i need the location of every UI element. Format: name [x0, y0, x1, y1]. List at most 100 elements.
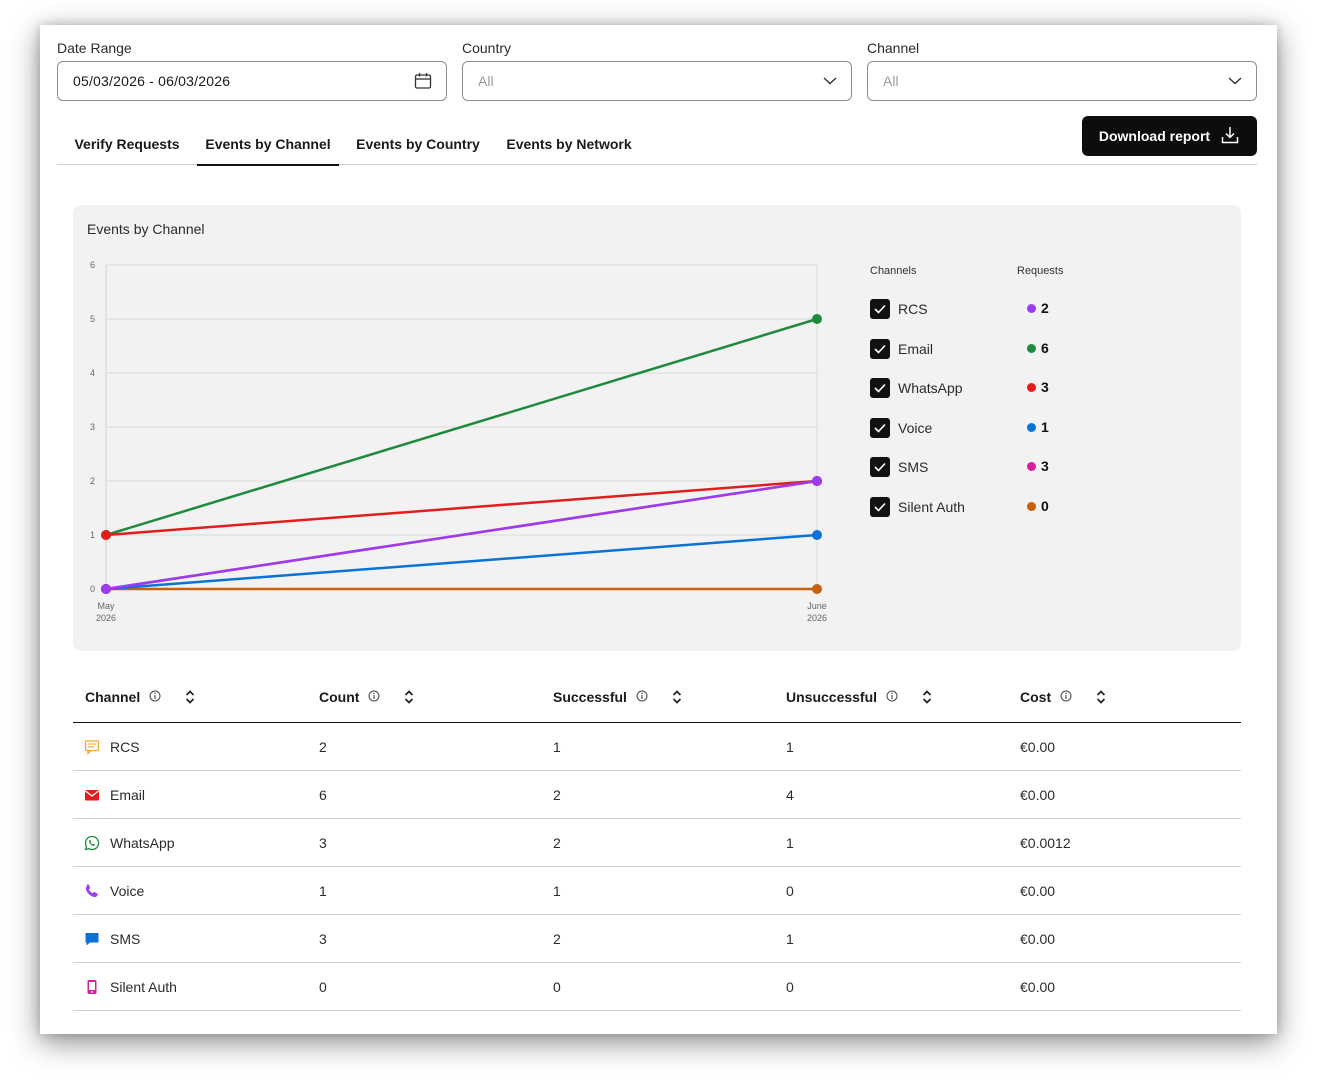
- mobile-device-icon: [84, 979, 100, 995]
- column-header-label: Successful: [553, 689, 627, 705]
- cell-unsuccessful: 1: [786, 835, 794, 851]
- tab-verify-requests[interactable]: Verify Requests: [74, 136, 180, 152]
- column-header-successful[interactable]: Successful: [553, 689, 648, 705]
- chart-title: Events by Channel: [87, 221, 205, 237]
- table-header: Channel Count Successful Unsuccessful Co…: [73, 673, 1241, 723]
- phone-icon: [84, 883, 100, 899]
- cell-channel: WhatsApp: [110, 835, 175, 851]
- table-row: RCS 2 1 1 €0.00: [73, 723, 1241, 771]
- legend-dot: [1027, 462, 1036, 471]
- cell-cost: €0.00: [1020, 931, 1056, 947]
- sort-icon[interactable]: [404, 689, 414, 705]
- tab-events-by-channel[interactable]: Events by Channel: [197, 115, 339, 166]
- legend-requests-value: 3: [1041, 379, 1049, 395]
- legend-requests-value: 2: [1041, 300, 1049, 316]
- data-point-whatsapp: [101, 530, 111, 540]
- y-tick-label: 3: [90, 422, 95, 432]
- info-icon[interactable]: [149, 689, 161, 705]
- legend-requests-value: 3: [1041, 458, 1049, 474]
- report-tabs: Verify Requests Events by Channel Events…: [57, 115, 1257, 166]
- channel-filter: Channel All: [867, 39, 1257, 101]
- y-tick-label: 5: [90, 314, 95, 324]
- x-tick-label: June: [807, 601, 827, 611]
- chevron-down-icon[interactable]: [1228, 77, 1242, 85]
- whatsapp-icon: [84, 835, 100, 851]
- data-point-email: [812, 314, 822, 324]
- tab-events-by-country[interactable]: Events by Country: [356, 136, 480, 152]
- legend-checkbox-email[interactable]: [870, 339, 890, 359]
- channel-placeholder: All: [883, 73, 899, 89]
- sort-icon[interactable]: [672, 689, 682, 705]
- cell-unsuccessful: 4: [786, 787, 794, 803]
- legend-checkbox-silent-auth[interactable]: [870, 497, 890, 517]
- calendar-icon[interactable]: [414, 72, 432, 90]
- data-point-voice: [812, 530, 822, 540]
- cell-count: 3: [319, 835, 327, 851]
- cell-count: 1: [319, 883, 327, 899]
- cell-cost: €0.00: [1020, 739, 1056, 755]
- data-point-rcs: [812, 476, 822, 486]
- legend-checkbox-rcs[interactable]: [870, 299, 890, 319]
- sort-icon[interactable]: [185, 689, 195, 705]
- download-report-label: Download report: [1098, 128, 1211, 144]
- column-header-unsuccessful[interactable]: Unsuccessful: [786, 689, 898, 705]
- info-icon[interactable]: [886, 689, 898, 705]
- cell-unsuccessful: 1: [786, 739, 794, 755]
- y-tick-label: 2: [90, 476, 95, 486]
- legend-dot: [1027, 304, 1036, 313]
- legend-checkbox-sms[interactable]: [870, 457, 890, 477]
- chart-card: Events by Channel 0 1 2 3 4 5 6 May 2026 June 2026…: [73, 205, 1241, 651]
- column-header-label: Cost: [1020, 689, 1052, 705]
- table-row: Email 6 2 4 €0.00: [73, 771, 1241, 819]
- info-icon[interactable]: [636, 689, 648, 705]
- legend-checkbox-whatsapp[interactable]: [870, 378, 890, 398]
- column-header-channel[interactable]: Channel: [85, 689, 161, 705]
- legend-item-voice: Voice 1: [870, 417, 1090, 439]
- legend-name: RCS: [898, 301, 928, 317]
- data-point-rcs: [101, 584, 111, 594]
- series-line-email: [105, 317, 818, 537]
- column-header-count[interactable]: Count: [319, 689, 380, 705]
- legend-dot: [1027, 423, 1036, 432]
- cell-channel: Voice: [110, 883, 145, 899]
- email-icon: [84, 787, 100, 803]
- country-select[interactable]: All: [462, 61, 852, 101]
- chevron-down-icon[interactable]: [823, 77, 837, 85]
- y-tick-label: 6: [90, 260, 95, 270]
- info-icon[interactable]: [1060, 689, 1072, 705]
- cell-successful: 0: [553, 979, 561, 995]
- cell-channel: SMS: [110, 931, 141, 947]
- legend-item-whatsapp: WhatsApp 3: [870, 377, 1090, 399]
- legend-requests-value: 6: [1041, 340, 1049, 356]
- tab-events-by-network[interactable]: Events by Network: [506, 136, 632, 152]
- legend-checkbox-voice[interactable]: [870, 418, 890, 438]
- channel-select[interactable]: All: [867, 61, 1257, 101]
- legend-requests-value: 0: [1041, 498, 1049, 514]
- cell-channel: Email: [110, 787, 146, 803]
- cell-channel: RCS: [110, 739, 140, 755]
- cell-channel: Silent Auth: [110, 979, 177, 995]
- cell-cost: €0.00: [1020, 883, 1056, 899]
- series-line-rcs: [105, 479, 818, 591]
- cell-cost: €0.00: [1020, 979, 1056, 995]
- sort-icon[interactable]: [922, 689, 932, 705]
- table-row: SMS 3 2 1 €0.00: [73, 915, 1241, 963]
- legend-requests-value: 1: [1041, 419, 1049, 435]
- download-report-button[interactable]: Download report: [1082, 116, 1257, 156]
- cell-successful: 1: [553, 883, 561, 899]
- column-header-cost[interactable]: Cost: [1020, 689, 1072, 705]
- column-header-label: Count: [319, 689, 360, 705]
- legend-dot: [1027, 344, 1036, 353]
- series-line-whatsapp: [105, 479, 818, 537]
- channel-table: Channel Count Successful Unsuccessful Co…: [73, 673, 1241, 1011]
- line-chart: 0 1 2 3 4 5 6 May 2026 June 2026: [90, 260, 827, 623]
- legend-name: Voice: [898, 420, 933, 436]
- date-range-input[interactable]: 05/03/2026 - 06/03/2026: [57, 61, 447, 101]
- cell-successful: 2: [553, 787, 561, 803]
- table-row: WhatsApp 3 2 1 €0.0012: [73, 819, 1241, 867]
- y-tick-label: 1: [90, 530, 95, 540]
- legend-item-email: Email 6: [870, 338, 1090, 360]
- info-icon[interactable]: [368, 689, 380, 705]
- sort-icon[interactable]: [1096, 689, 1106, 705]
- cell-successful: 1: [553, 739, 561, 755]
